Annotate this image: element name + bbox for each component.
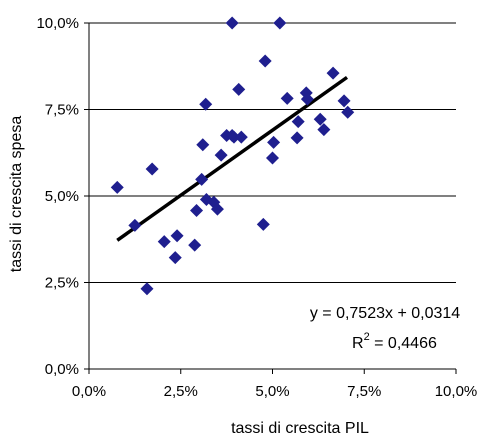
data-point <box>300 92 314 106</box>
data-point <box>157 235 171 249</box>
data-point <box>210 202 224 216</box>
data-point <box>280 91 294 105</box>
data-point <box>227 130 241 144</box>
data-point <box>199 97 213 111</box>
x-tick-label: 5,0% <box>255 383 289 400</box>
tick-labels: 0,0% 2,5% 5,0% 7,5% 10,0% 0,0% 2,5% 5,0% 7,5% 10,… <box>36 15 477 400</box>
data-point <box>313 112 327 126</box>
data-point <box>190 204 204 218</box>
data-point <box>291 115 305 129</box>
x-tick-label: 7,5% <box>347 383 381 400</box>
r-squared-exponent: 2 <box>364 331 370 343</box>
y-tick-label: 5,0% <box>45 188 79 205</box>
y-axis-title: tassi di crescita spesa <box>8 116 25 273</box>
trendline <box>116 75 349 242</box>
regression-equation: y = 0,7523x + 0,0314 <box>310 305 460 322</box>
r-squared-value: = 0,4466 <box>370 335 437 352</box>
data-point <box>140 282 154 296</box>
y-tick-label: 10,0% <box>36 15 79 32</box>
data-point <box>214 148 228 162</box>
data-point <box>170 229 184 243</box>
data-point <box>145 162 159 176</box>
x-axis-title: tassi di crescita PIL <box>231 420 369 437</box>
y-tick-label: 7,5% <box>45 102 79 119</box>
r-squared-label: R2 = 0,4466 <box>352 331 437 352</box>
data-points <box>110 16 355 296</box>
data-point <box>256 217 270 231</box>
data-point <box>337 94 351 108</box>
data-point <box>110 180 124 194</box>
data-point <box>267 135 281 149</box>
data-point <box>341 105 355 119</box>
y-tick-label: 0,0% <box>45 361 79 378</box>
x-tick-label: 0,0% <box>72 383 106 400</box>
data-point <box>258 54 272 68</box>
x-tick-label: 10,0% <box>435 383 478 400</box>
axes <box>84 22 457 374</box>
data-point <box>326 66 340 80</box>
data-point <box>128 218 142 232</box>
data-point <box>195 172 209 186</box>
gridlines <box>89 22 456 283</box>
data-point <box>234 130 248 144</box>
data-point <box>196 138 210 152</box>
data-point <box>266 151 279 165</box>
data-point <box>290 131 304 145</box>
r-squared-base: R <box>352 335 364 352</box>
data-point <box>225 16 239 30</box>
x-tick-label: 2,5% <box>164 383 198 400</box>
y-tick-label: 2,5% <box>45 275 79 292</box>
data-point <box>317 123 331 137</box>
trendline-group <box>116 75 349 242</box>
data-point <box>232 82 246 96</box>
data-point <box>168 251 182 265</box>
data-point <box>273 16 287 30</box>
data-point <box>188 238 202 252</box>
